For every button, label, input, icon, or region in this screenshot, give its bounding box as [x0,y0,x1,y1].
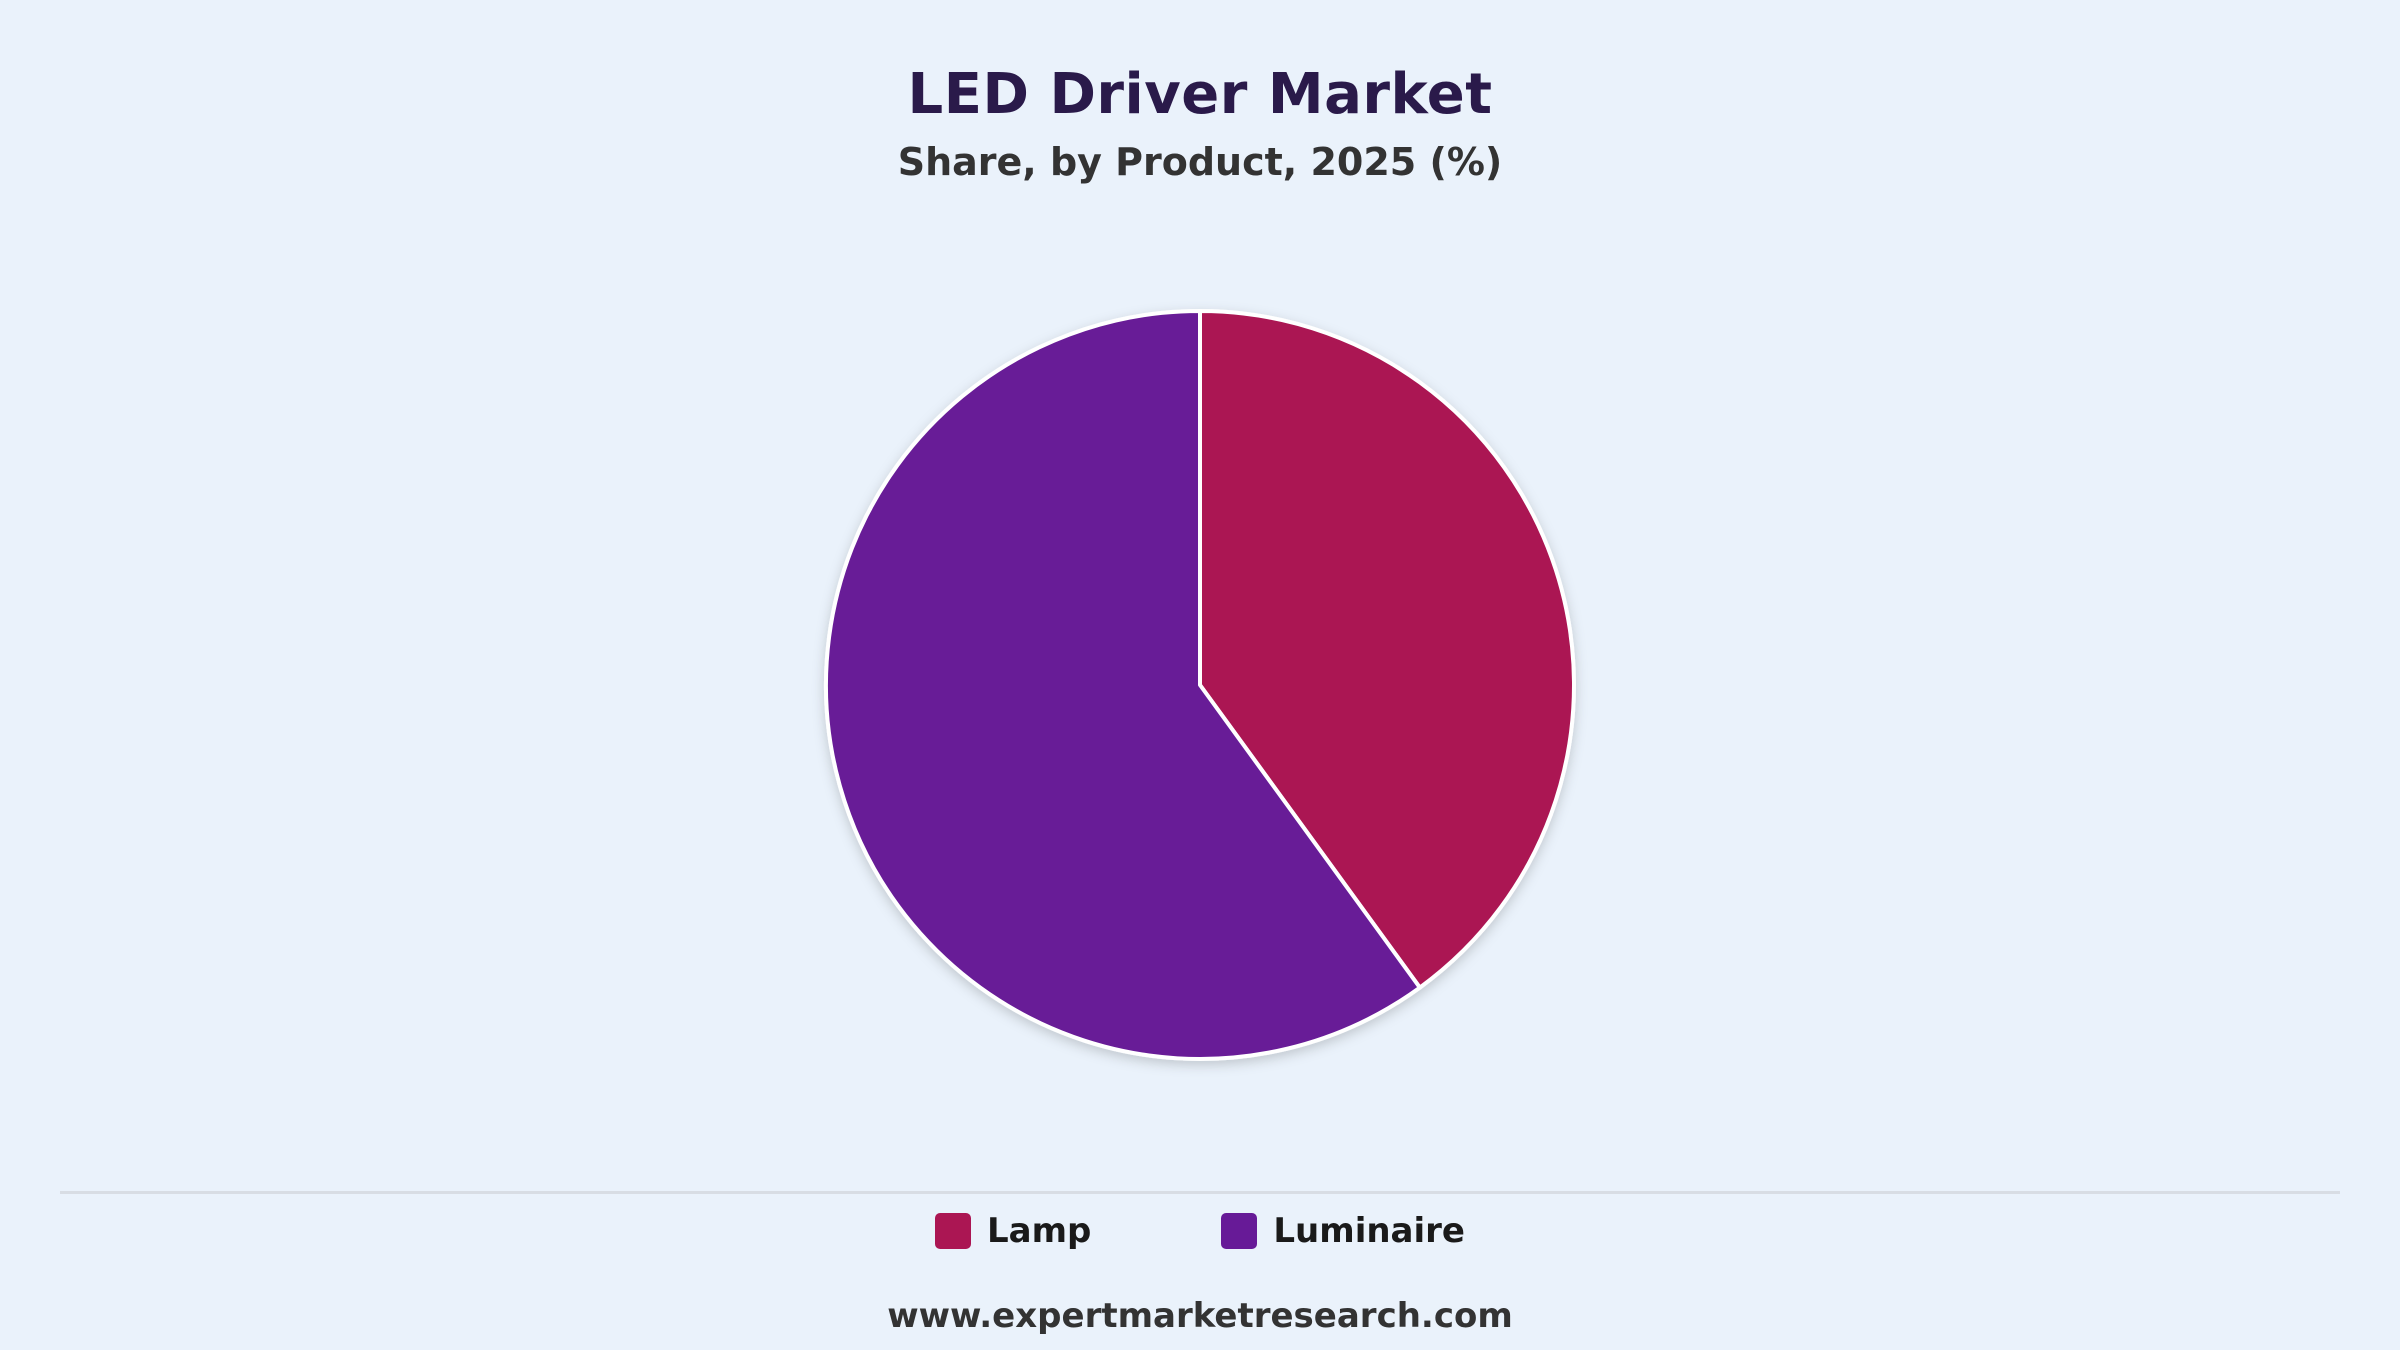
source-url[interactable]: www.expertmarketresearch.com [887,1296,1513,1336]
pie-slice-lamp[interactable] [1198,309,1576,990]
chart-subtitle: Share, by Product, 2025 (%) [897,140,1503,184]
legend: Lamp Luminaire [0,1206,2400,1256]
legend-swatch-luminaire [1221,1213,1258,1249]
pie-slices [824,309,1576,1061]
legend-item-luminaire[interactable]: Luminaire [1221,1211,1465,1251]
chart-title: LED Driver Market [907,62,1493,127]
pie-slice-luminaire[interactable] [824,309,1422,1061]
legend-label-luminaire: Luminaire [1273,1211,1465,1251]
legend-item-lamp[interactable]: Lamp [935,1211,1091,1251]
legend-swatch-lamp [935,1213,972,1249]
legend-divider [60,1191,2340,1194]
legend-label-lamp: Lamp [987,1211,1092,1251]
